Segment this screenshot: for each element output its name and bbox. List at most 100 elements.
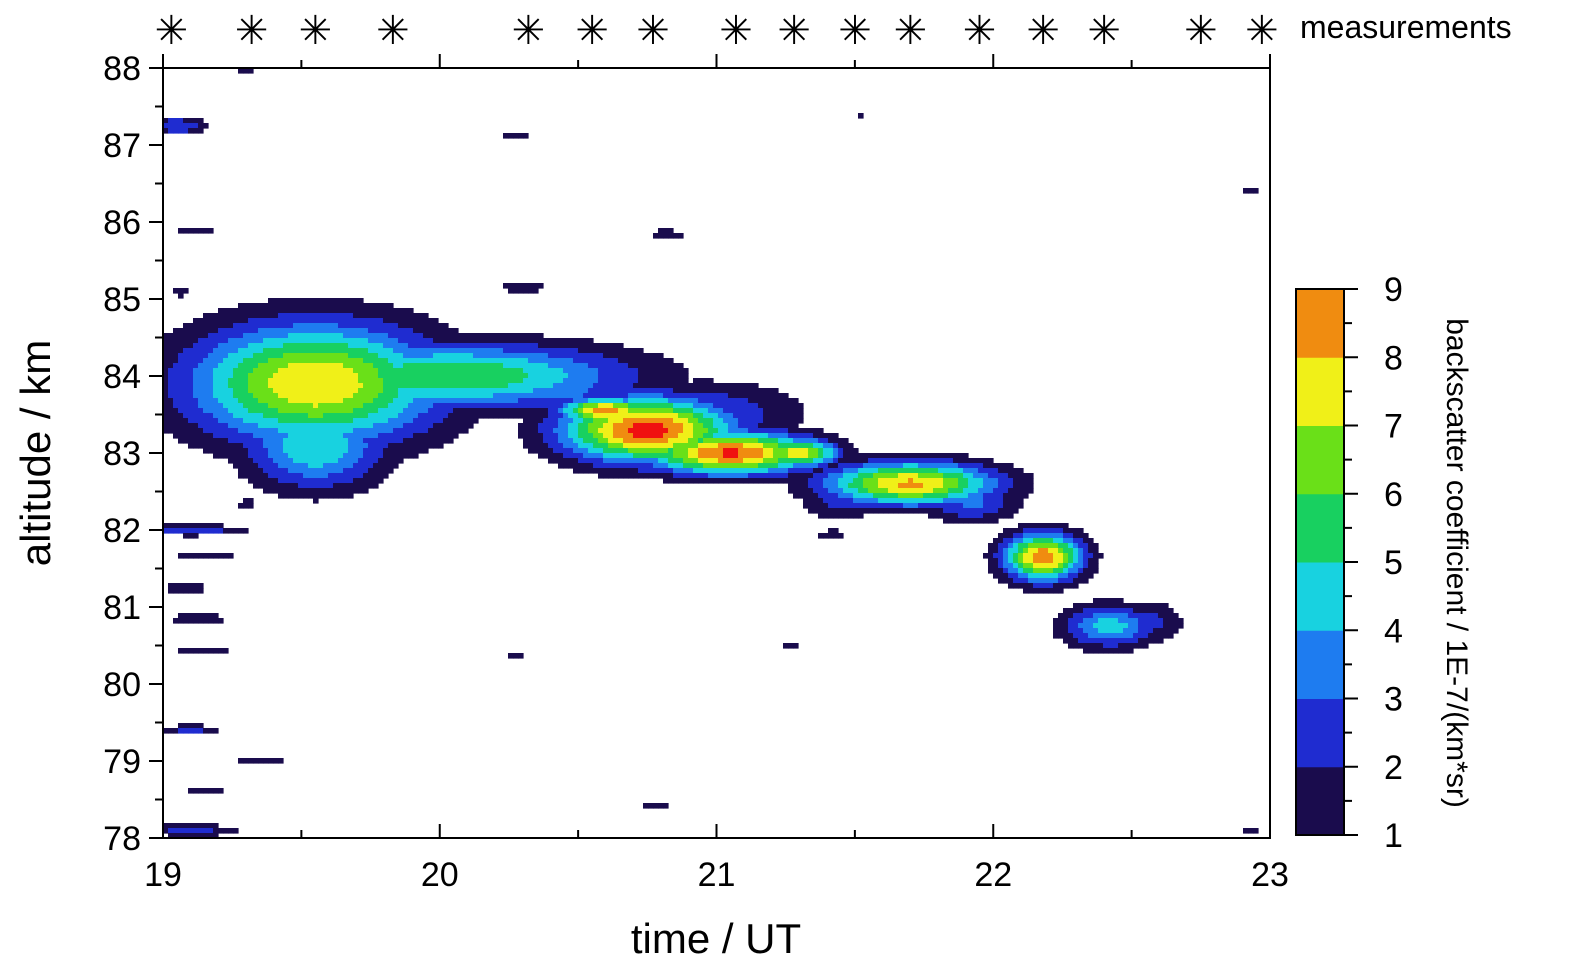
heatmap-cell xyxy=(238,378,244,384)
heatmap-cell xyxy=(263,393,269,399)
heatmap-cell xyxy=(378,463,384,469)
heatmap-cell xyxy=(268,438,274,444)
heatmap-cell xyxy=(778,418,784,424)
heatmap-cell xyxy=(853,468,859,474)
heatmap-cell xyxy=(653,418,659,424)
heatmap-cell xyxy=(678,478,684,484)
heatmap-cell xyxy=(173,353,179,359)
heatmap-cell xyxy=(963,483,969,489)
heatmap-cell xyxy=(243,353,249,359)
heatmap-cell xyxy=(703,433,709,439)
heatmap-cell xyxy=(1093,553,1099,559)
heatmap-cell xyxy=(368,478,374,484)
heatmap-cell xyxy=(438,378,444,384)
heatmap-cell xyxy=(248,438,254,444)
heatmap-cell xyxy=(773,428,779,434)
heatmap-cell xyxy=(308,323,314,329)
heatmap-cell xyxy=(1118,603,1124,609)
heatmap-cell xyxy=(378,338,384,344)
heatmap-cell xyxy=(348,433,354,439)
heatmap-cell xyxy=(763,438,769,444)
heatmap-cell xyxy=(213,448,219,454)
heatmap-cell xyxy=(598,423,604,429)
heatmap-cell xyxy=(303,483,309,489)
heatmap-cell xyxy=(898,493,904,499)
heatmap-cell xyxy=(1073,528,1079,534)
heatmap-cell xyxy=(168,418,174,424)
heatmap-cell xyxy=(623,473,629,479)
heatmap-cell xyxy=(473,348,479,354)
heatmap-cell xyxy=(333,423,339,429)
heatmap-cell xyxy=(248,498,254,504)
heatmap-cell xyxy=(648,398,654,404)
heatmap-cell xyxy=(243,348,249,354)
measurement-marker: ✳ xyxy=(1245,9,1279,53)
heatmap-cell xyxy=(993,513,999,519)
heatmap-cell xyxy=(1073,638,1079,644)
heatmap-cell xyxy=(863,488,869,494)
heatmap-cell xyxy=(523,413,529,419)
heatmap-cell xyxy=(928,453,934,459)
heatmap-cell xyxy=(693,453,699,459)
heatmap-cell xyxy=(978,458,984,464)
heatmap-cell xyxy=(183,728,189,734)
heatmap-cell xyxy=(578,448,584,454)
heatmap-cell xyxy=(413,353,419,359)
heatmap-cell xyxy=(1038,553,1044,559)
heatmap-cell xyxy=(288,333,294,339)
heatmap-cell xyxy=(1108,633,1114,639)
heatmap-cell xyxy=(373,333,379,339)
heatmap-cell xyxy=(538,283,544,289)
heatmap-cell xyxy=(313,478,319,484)
heatmap-cell xyxy=(258,348,264,354)
heatmap-cell xyxy=(408,353,414,359)
heatmap-cell xyxy=(908,453,914,459)
heatmap-cell xyxy=(398,453,404,459)
heatmap-cell xyxy=(958,508,964,514)
heatmap-cell xyxy=(368,463,374,469)
heatmap-cell xyxy=(1028,543,1034,549)
heatmap-cell xyxy=(1048,548,1054,554)
heatmap-cell xyxy=(243,338,249,344)
heatmap-cell xyxy=(563,343,569,349)
heatmap-cell xyxy=(403,338,409,344)
heatmap-cell xyxy=(733,433,739,439)
heatmap-cell xyxy=(243,423,249,429)
heatmap-cell xyxy=(748,458,754,464)
heatmap-cell xyxy=(723,398,729,404)
heatmap-cell xyxy=(663,228,669,234)
heatmap-cell xyxy=(363,473,369,479)
heatmap-cell xyxy=(828,458,834,464)
heatmap-cell xyxy=(578,458,584,464)
colorbar-tick-label: 2 xyxy=(1384,749,1403,787)
heatmap-cell xyxy=(828,498,834,504)
heatmap-cell xyxy=(588,378,594,384)
heatmap-cell xyxy=(708,413,714,419)
heatmap-cell xyxy=(778,468,784,474)
heatmap-cell xyxy=(613,388,619,394)
heatmap-cell xyxy=(598,348,604,354)
heatmap-cell xyxy=(898,503,904,509)
heatmap-cell xyxy=(348,398,354,404)
heatmap-cell xyxy=(178,588,184,594)
heatmap-cell xyxy=(378,418,384,424)
heatmap-cell xyxy=(338,453,344,459)
heatmap-cell xyxy=(613,448,619,454)
heatmap-cell xyxy=(1048,568,1054,574)
heatmap-cell xyxy=(918,463,924,469)
heatmap-cell xyxy=(1068,538,1074,544)
heatmap-cell xyxy=(463,388,469,394)
heatmap-cell xyxy=(298,368,304,374)
heatmap-cell xyxy=(303,443,309,449)
heatmap-cell xyxy=(303,313,309,319)
heatmap-cell xyxy=(413,398,419,404)
heatmap-cell xyxy=(268,363,274,369)
heatmap-cell xyxy=(378,403,384,409)
heatmap-cell xyxy=(303,423,309,429)
heatmap-cell xyxy=(193,393,199,399)
heatmap-cell xyxy=(553,448,559,454)
heatmap-cell xyxy=(573,463,579,469)
heatmap-cell xyxy=(283,418,289,424)
heatmap-cell xyxy=(1053,558,1059,564)
heatmap-cell xyxy=(378,458,384,464)
